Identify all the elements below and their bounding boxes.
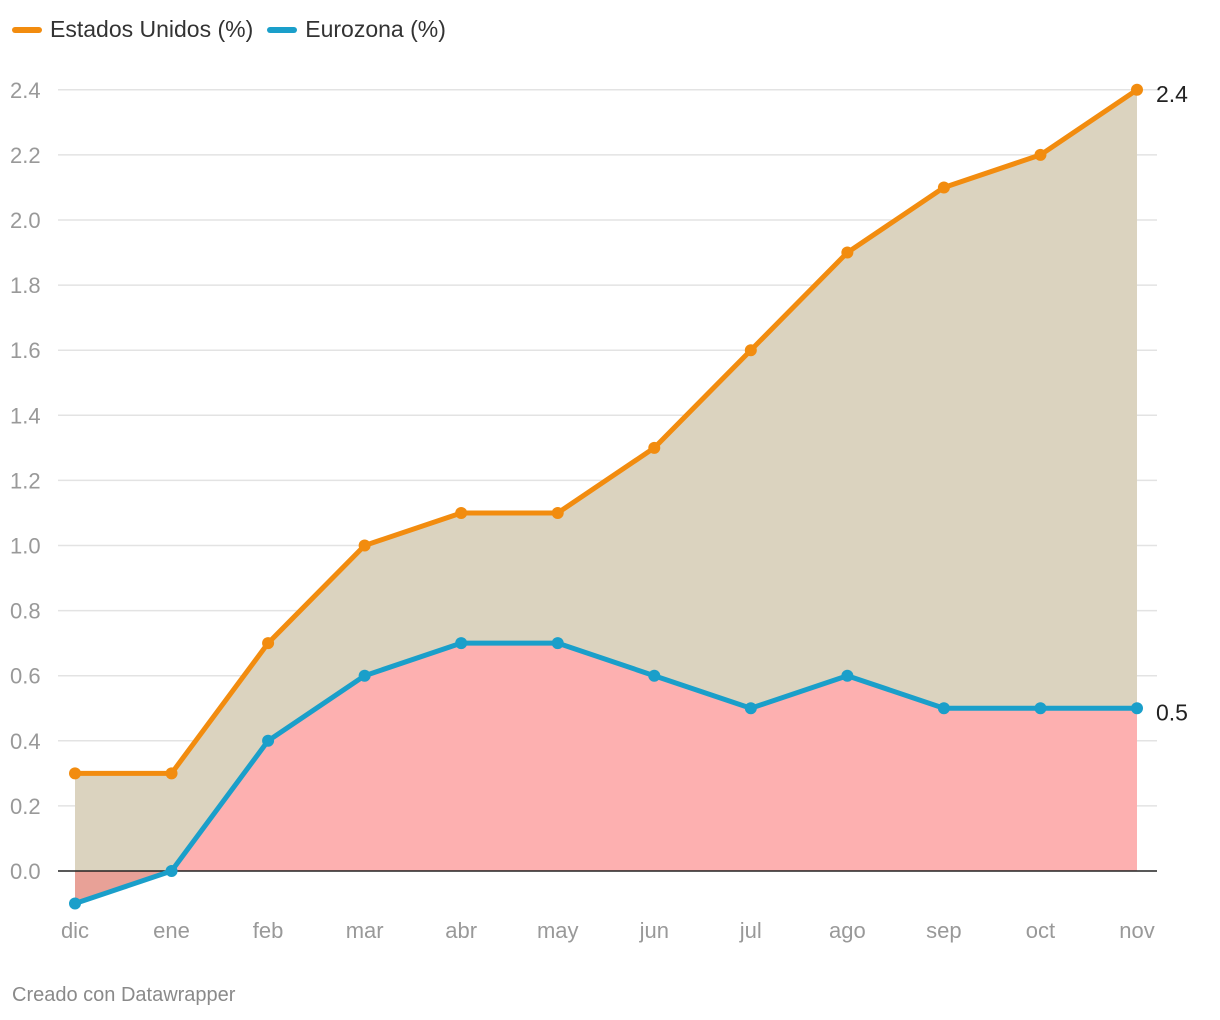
point-eurozone [262, 734, 275, 747]
y-tick-label: 1.8 [10, 273, 41, 298]
x-tick-label: jul [739, 918, 762, 943]
y-tick-label: 0.0 [10, 859, 41, 884]
legend-label-eurozone: Eurozona (%) [305, 16, 446, 42]
x-tick-label: may [537, 918, 579, 943]
x-tick-label: dic [61, 918, 89, 943]
x-tick-label: mar [346, 918, 384, 943]
point-us [841, 246, 854, 259]
point-eurozone [1131, 702, 1143, 715]
line-eurozone [72, 640, 1140, 907]
x-tick-label: ago [829, 918, 866, 943]
y-tick-label: 0.2 [10, 794, 41, 819]
legend-item-us: Estados Unidos (%) [12, 16, 253, 43]
point-us [358, 539, 371, 552]
point-us [262, 637, 275, 650]
x-tick-label: nov [1119, 918, 1154, 943]
point-us [69, 767, 81, 780]
point-us [551, 506, 564, 519]
area-eurozone [75, 643, 1137, 871]
y-tick-label: 1.2 [10, 468, 41, 493]
legend-item-eurozone: Eurozona (%) [267, 16, 446, 43]
point-us [165, 767, 178, 780]
y-tick-label: 2.0 [10, 208, 41, 233]
y-tick-label: 0.6 [10, 664, 41, 689]
point-eurozone [841, 669, 854, 682]
x-tick-label: sep [926, 918, 961, 943]
point-us [1034, 148, 1047, 161]
x-tick-label: jun [639, 918, 669, 943]
y-tick-label: 0.8 [10, 599, 41, 624]
point-us [1131, 83, 1143, 96]
point-eurozone [937, 702, 950, 715]
point-eurozone [69, 897, 81, 910]
legend-swatch-us [12, 26, 42, 33]
y-tick-label: 1.6 [10, 338, 41, 363]
point-us [744, 344, 757, 357]
point-eurozone [648, 669, 661, 682]
legend-label-us: Estados Unidos (%) [50, 16, 254, 42]
point-eurozone [165, 865, 178, 877]
point-us [648, 441, 661, 454]
point-eurozone [358, 669, 371, 682]
point-eurozone [1034, 702, 1047, 715]
y-tick-label: 2.4 [10, 78, 41, 103]
point-eurozone [455, 637, 468, 650]
point-us [937, 181, 950, 194]
point-eurozone [551, 637, 564, 650]
legend: Estados Unidos (%) Eurozona (%) [12, 16, 460, 43]
y-tick-label: 1.0 [10, 534, 41, 559]
line-us [72, 87, 1140, 776]
y-tick-label: 1.4 [10, 403, 41, 428]
end-label-us: 2.4 [1156, 81, 1188, 107]
y-tick-label: 2.2 [10, 143, 41, 168]
end-label-eurozone: 0.5 [1156, 699, 1188, 725]
x-tick-label: oct [1026, 918, 1055, 943]
x-tick-label: ene [153, 918, 190, 943]
x-tick-label: abr [445, 918, 477, 943]
footer-credit: Creado con Datawrapper [12, 984, 236, 1006]
legend-swatch-eurozone [267, 26, 298, 33]
x-tick-label: feb [253, 918, 284, 943]
point-eurozone [744, 702, 757, 715]
y-tick-label: 0.4 [10, 729, 41, 754]
point-us [455, 506, 468, 519]
